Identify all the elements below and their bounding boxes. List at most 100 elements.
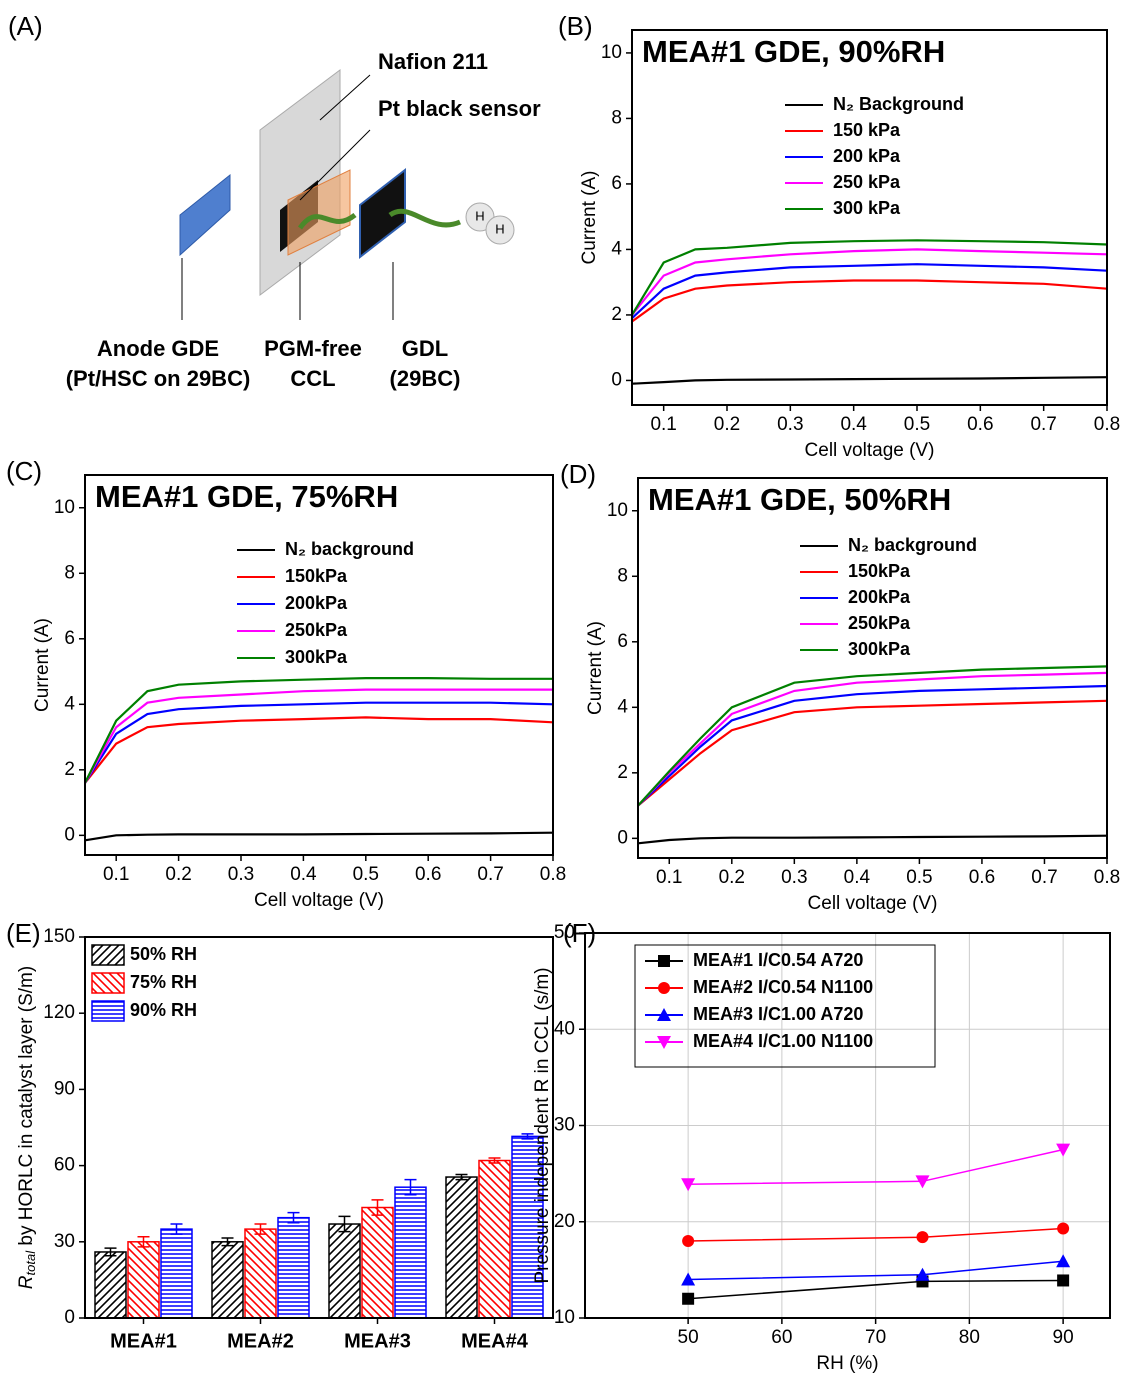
- x-tick-label: 0.4: [844, 867, 871, 888]
- chart-title: MEA#1 GDE, 50%RH: [648, 482, 951, 517]
- y-tick-label: 60: [54, 1155, 75, 1176]
- y-tick-label: 10: [554, 1307, 575, 1328]
- y-tick-label: 2: [611, 304, 622, 325]
- x-tick-label: 0.5: [904, 414, 930, 435]
- y-tick-label: 8: [611, 107, 622, 128]
- series-line: [84, 831, 554, 842]
- error-bar: [254, 1223, 267, 1235]
- x-tick-label: 0.7: [1030, 414, 1056, 435]
- gdl: [359, 167, 406, 260]
- sensor: [287, 169, 351, 256]
- x-tick-label: 50: [678, 1327, 699, 1348]
- x-tick-label: 0.4: [840, 414, 867, 435]
- label: (29BC): [390, 366, 461, 391]
- y-tick-label: 10: [601, 42, 622, 63]
- series-line: [637, 684, 1108, 807]
- x-tick-label: 0.8: [540, 864, 566, 885]
- y-tick-label: 2: [64, 759, 75, 780]
- error-bar: [338, 1215, 351, 1233]
- wire: [297, 208, 461, 230]
- error-bar: [521, 1133, 534, 1140]
- label: Nafion 211: [378, 49, 488, 74]
- legend-label: 250kPa: [285, 620, 348, 640]
- series-line: [84, 677, 553, 784]
- anode-plate: [179, 173, 231, 257]
- series-line: [84, 701, 554, 784]
- label: PGM-free: [264, 336, 362, 361]
- y-tick-label: 0: [617, 827, 628, 848]
- y-tick-label: 0: [611, 369, 622, 390]
- x-tick-label: MEA#3: [344, 1330, 411, 1352]
- diagram-a: (A) H H Nafion 211 Pt black sensor Anode…: [8, 11, 541, 391]
- y-tick-label: 30: [554, 1115, 575, 1136]
- y-axis-subscript: total: [23, 1250, 38, 1276]
- y-tick-label: 20: [554, 1211, 575, 1232]
- marker: [657, 1008, 671, 1021]
- y-tick-label: 2: [617, 762, 628, 783]
- legend-label: 50% RH: [130, 944, 197, 964]
- x-tick-label: MEA#4: [461, 1330, 529, 1352]
- x-tick-label: 0.6: [967, 414, 993, 435]
- legend-label: 200kPa: [285, 593, 348, 613]
- y-tick-label: 10: [54, 497, 75, 518]
- error-bar: [371, 1199, 384, 1216]
- y-tick-label: 8: [617, 565, 628, 586]
- plot-frame: [84, 474, 554, 856]
- plot-frame: [84, 936, 554, 1319]
- error-bar: [488, 1157, 501, 1164]
- legend-label: 150 kPa: [833, 120, 901, 140]
- marker: [1056, 1254, 1071, 1268]
- x-tick-label: 0.3: [228, 864, 254, 885]
- legend-label: 200 kPa: [833, 146, 901, 166]
- x-tick-label: 0.7: [477, 864, 503, 885]
- bar: [394, 1186, 427, 1319]
- legend-label: 300kPa: [848, 639, 911, 659]
- label: Pt black sensor: [378, 96, 541, 121]
- chart-title: MEA#1 GDE, 90%RH: [642, 34, 945, 69]
- legend-label: N₂ Background: [833, 94, 964, 114]
- x-tick-label: 70: [865, 1327, 886, 1348]
- label: GDL: [402, 336, 448, 361]
- series-line: [631, 279, 1108, 323]
- panel-label: (C): [6, 456, 42, 486]
- y-axis-symbol: R: [16, 1275, 37, 1289]
- x-axis-label: RH (%): [816, 1353, 878, 1374]
- legend-swatch: [91, 972, 125, 994]
- legend-label: 300kPa: [285, 647, 348, 667]
- series-line: [637, 671, 1108, 807]
- x-tick-label: 0.8: [1094, 414, 1120, 435]
- series-line: [631, 239, 1108, 316]
- error-bar: [170, 1223, 183, 1235]
- pointer: [299, 129, 371, 201]
- bar: [478, 1159, 511, 1319]
- legend-label: N₂ background: [848, 535, 977, 555]
- label: Anode GDE: [97, 336, 219, 361]
- legend-label: 75% RH: [130, 972, 197, 992]
- y-tick-label: 8: [64, 562, 75, 583]
- x-tick-label: 0.1: [656, 867, 682, 888]
- legend-label: MEA#1 I/C0.54 A720: [693, 950, 863, 970]
- error-bar: [287, 1211, 300, 1224]
- y-tick-label: 4: [64, 693, 75, 714]
- legend-label: MEA#4 I/C1.00 N1100: [693, 1031, 873, 1051]
- legend-label: 200kPa: [848, 587, 911, 607]
- plot-frame: [584, 932, 1111, 1319]
- bar: [211, 1241, 244, 1319]
- y-tick-label: 90: [54, 1078, 75, 1099]
- h-atom: [485, 215, 515, 245]
- x-tick-label: 0.3: [777, 414, 803, 435]
- legend-label: 300 kPa: [833, 198, 901, 218]
- bar: [127, 1241, 160, 1319]
- x-tick-label: 80: [959, 1327, 980, 1348]
- x-tick-label: 0.2: [719, 867, 745, 888]
- panel-label: (E): [6, 918, 41, 948]
- chart-title: MEA#1 GDE, 75%RH: [95, 479, 398, 514]
- y-axis-label: by HORLC in catalyst layer (S/m): [16, 966, 37, 1251]
- y-axis-label: Pressure independent R in CCL (s/m): [532, 967, 553, 1283]
- label: CCL: [290, 366, 335, 391]
- series-line: [631, 376, 1108, 385]
- y-tick-label: 6: [64, 628, 75, 649]
- bar: [445, 1176, 478, 1319]
- y-axis-label: Current (A): [585, 621, 606, 715]
